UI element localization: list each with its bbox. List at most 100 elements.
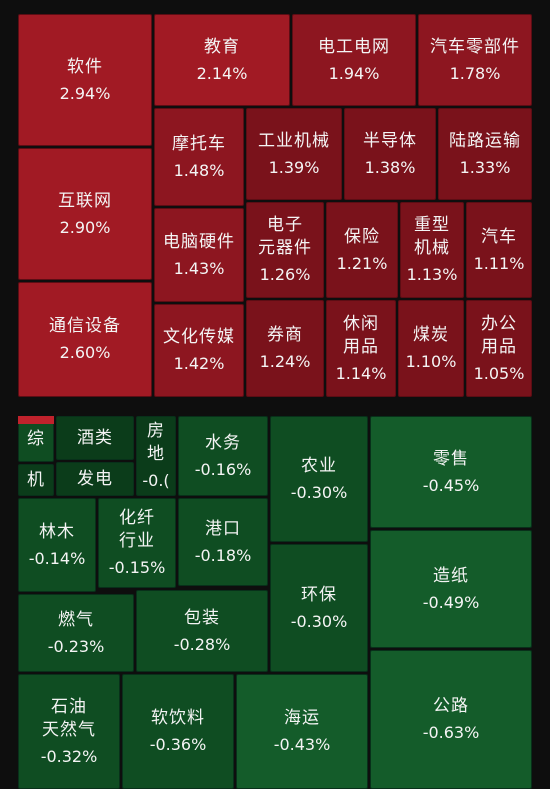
gainer-tile[interactable]: 汽车 1.11% xyxy=(466,202,532,298)
sector-name: 酒类 xyxy=(77,427,113,448)
gainer-tile[interactable]: 重型 机械 1.13% xyxy=(400,202,464,298)
change-percent-label: -0.( xyxy=(142,471,170,490)
change-percent-label: 1.33% xyxy=(459,157,511,177)
gainer-tile[interactable]: 通信设备 2.60% xyxy=(18,282,152,397)
change-percent-label: -0.23% xyxy=(47,636,105,656)
change-percent-label: 2.90% xyxy=(59,217,111,237)
loser-tile[interactable]: 林木 -0.14% xyxy=(18,498,96,592)
loser-tile[interactable]: 港口 -0.18% xyxy=(178,498,268,586)
loser-tile[interactable]: 化纤 行业 -0.15% xyxy=(98,498,176,588)
loser-tile[interactable]: 环保 -0.30% xyxy=(270,544,368,672)
sector-name: 工业机械 xyxy=(258,130,330,151)
gainer-tile[interactable]: 软件 2.94% xyxy=(18,14,152,146)
change-percent-label: 1.38% xyxy=(364,157,416,177)
change-percent-label: 1.26% xyxy=(259,265,311,284)
gainer-tile[interactable]: 电脑硬件 1.43% xyxy=(154,208,244,302)
change-percent-label: 2.14% xyxy=(196,63,248,83)
sector-name: 发电 xyxy=(77,468,113,489)
sector-name: 摩托车 xyxy=(172,133,226,154)
change-percent-label: -0.15% xyxy=(108,558,166,577)
gainer-tile[interactable]: 券商 1.24% xyxy=(246,300,324,397)
gainer-tile[interactable]: 陆路运输 1.33% xyxy=(438,108,532,200)
change-percent-label: 1.42% xyxy=(173,354,225,373)
change-percent-label: 2.60% xyxy=(59,343,111,362)
sector-name: 化纤 行业 xyxy=(119,508,155,551)
sector-name: 电脑硬件 xyxy=(163,231,235,252)
sector-name: 林木 xyxy=(39,521,75,542)
sector-name: 软饮料 xyxy=(151,708,205,728)
sector-name: 软件 xyxy=(67,56,103,77)
change-percent-label: 1.14% xyxy=(335,363,387,383)
sector-name: 重型 机械 xyxy=(414,215,450,258)
gainer-tile[interactable]: 电子 元器件 1.26% xyxy=(246,202,324,298)
change-percent-label: -0.45% xyxy=(422,475,480,495)
gainer-tile[interactable]: 摩托车 1.48% xyxy=(154,108,244,206)
change-percent-label: 1.48% xyxy=(173,160,225,180)
sector-name: 休闲 用品 xyxy=(343,313,379,357)
loser-tile[interactable]: 酒类 xyxy=(56,416,134,460)
sector-name: 环保 xyxy=(301,584,337,605)
sector-name: 燃气 xyxy=(58,609,94,630)
sector-name: 零售 xyxy=(433,448,469,469)
loser-tile[interactable]: 零售 -0.45% xyxy=(370,416,532,528)
gainer-tile[interactable]: 教育 2.14% xyxy=(154,14,290,106)
sector-name: 电工电网 xyxy=(318,36,390,57)
loser-tile[interactable]: 海运 -0.43% xyxy=(236,674,368,789)
change-percent-label: 1.94% xyxy=(328,63,380,83)
gainer-tile[interactable]: 汽车零部件 1.78% xyxy=(418,14,532,106)
sector-name: 机 xyxy=(27,469,45,490)
loser-tile[interactable]: 造纸 -0.49% xyxy=(370,530,532,648)
loser-tile[interactable]: 公路 -0.63% xyxy=(370,650,532,789)
sector-name: 保险 xyxy=(344,226,380,247)
gainer-tile[interactable]: 保险 1.21% xyxy=(326,202,398,298)
loser-tile[interactable]: 包装 -0.28% xyxy=(136,590,268,672)
change-percent-label: 1.10% xyxy=(405,352,457,371)
loser-tile[interactable]: 房 地 -0.( xyxy=(136,416,176,496)
sector-name: 包装 xyxy=(184,607,220,628)
sector-name: 半导体 xyxy=(363,130,417,151)
gainer-tile[interactable]: 电工电网 1.94% xyxy=(292,14,416,106)
change-percent-label: 1.13% xyxy=(406,265,458,284)
gainer-tile[interactable]: 半导体 1.38% xyxy=(344,108,436,200)
sector-name: 农业 xyxy=(301,455,337,476)
change-percent-label: 1.39% xyxy=(268,157,320,177)
change-percent-label: -0.30% xyxy=(290,611,348,631)
loser-tile[interactable]: 软饮料 -0.36% xyxy=(122,674,234,789)
loser-tile[interactable]: 发电 xyxy=(56,462,134,496)
sector-name: 房 地 xyxy=(147,421,165,464)
sector-name: 教育 xyxy=(204,36,240,57)
loser-tile[interactable]: 燃气 -0.23% xyxy=(18,594,134,672)
change-percent-label: 1.43% xyxy=(173,258,225,278)
sector-name: 综 xyxy=(27,428,45,449)
change-percent-label: 1.24% xyxy=(259,352,311,371)
change-percent-label: -0.30% xyxy=(290,482,348,502)
loser-tile[interactable]: 石油 天然气 -0.32% xyxy=(18,674,120,789)
sector-name: 互联网 xyxy=(58,190,112,211)
loser-tile[interactable]: 农业 -0.30% xyxy=(270,416,368,542)
sector-name: 造纸 xyxy=(433,565,469,586)
gainer-tile[interactable]: 办公 用品 1.05% xyxy=(466,300,532,397)
change-percent-label: -0.49% xyxy=(422,592,480,612)
gainer-tile[interactable]: 互联网 2.90% xyxy=(18,148,152,280)
sector-name: 办公 用品 xyxy=(481,313,517,357)
sector-name: 石油 天然气 xyxy=(42,696,96,740)
gainer-tile[interactable]: 工业机械 1.39% xyxy=(246,108,342,200)
sector-name: 水务 xyxy=(205,432,241,453)
sector-name: 港口 xyxy=(205,518,241,539)
change-percent-label: 1.78% xyxy=(449,63,501,83)
change-percent-label: -0.14% xyxy=(28,548,86,568)
sector-name: 通信设备 xyxy=(49,316,121,336)
loser-tile[interactable]: 水务 -0.16% xyxy=(178,416,268,496)
gainer-tile[interactable]: 休闲 用品 1.14% xyxy=(326,300,396,397)
change-percent-label: 1.11% xyxy=(473,253,525,273)
gainer-tile[interactable]: 煤炭 1.10% xyxy=(398,300,464,397)
sector-name: 电子 元器件 xyxy=(258,215,312,258)
gainer-tile[interactable]: 文化传媒 1.42% xyxy=(154,304,244,397)
change-percent-label: -0.16% xyxy=(194,459,252,479)
loser-tile[interactable]: 机 xyxy=(18,464,54,496)
change-percent-label: -0.36% xyxy=(149,735,207,754)
sector-name: 陆路运输 xyxy=(449,130,521,151)
sector-name: 海运 xyxy=(284,708,320,728)
sector-name: 煤炭 xyxy=(413,325,449,345)
